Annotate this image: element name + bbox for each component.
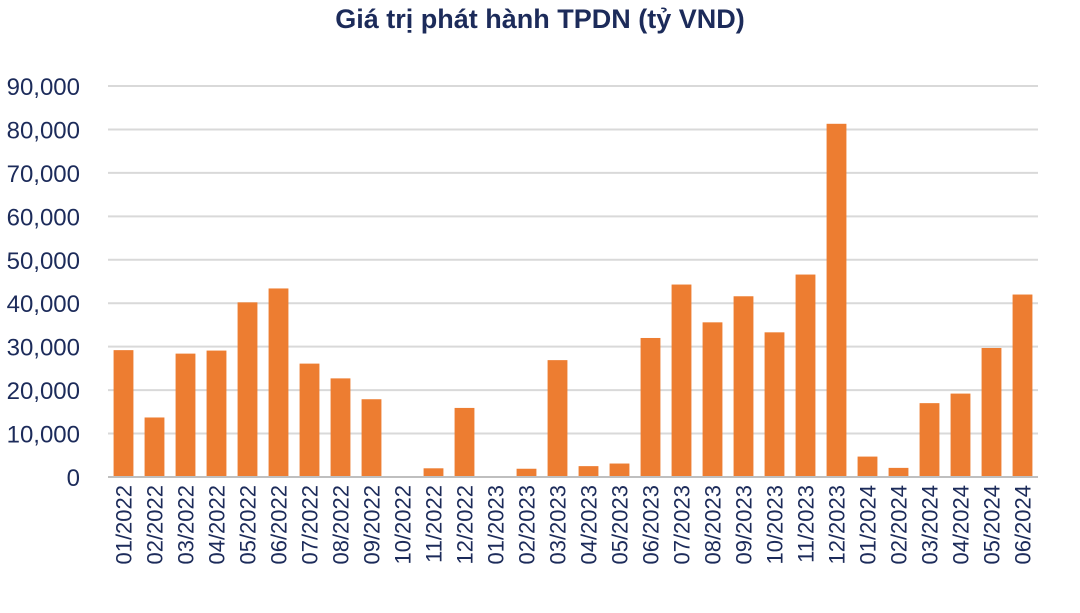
x-tick-label: 05/2024: [980, 485, 1005, 565]
x-tick-label: 07/2023: [670, 485, 695, 565]
bar: [857, 456, 878, 477]
x-tick-label: 01/2023: [484, 485, 509, 565]
x-tick-label: 11/2022: [422, 485, 447, 563]
y-tick-label: 80,000: [7, 117, 80, 144]
chart-title: Giá trị phát hành TPDN (tỷ VND): [335, 4, 745, 34]
bar: [578, 466, 599, 477]
x-tick-label: 09/2023: [732, 485, 757, 565]
y-tick-label: 60,000: [7, 204, 80, 231]
y-tick-label: 20,000: [7, 378, 80, 405]
x-tick-label: 01/2022: [112, 485, 137, 565]
x-tick-label: 06/2024: [1011, 485, 1036, 565]
bar: [423, 468, 444, 477]
y-tick-label: 70,000: [7, 161, 80, 188]
x-axis-tick-labels: 01/2022 02/2022 03/2022 04/2022 05/2022 06/20…: [112, 485, 1036, 565]
x-tick-label: 03/2024: [918, 485, 943, 565]
x-tick-label: 02/2024: [887, 485, 912, 565]
x-tick-label: 07/2022: [298, 485, 323, 565]
x-tick-label: 02/2023: [515, 485, 540, 565]
y-tick-label: 40,000: [7, 291, 80, 318]
bar: [361, 399, 382, 477]
x-tick-label: 01/2024: [856, 485, 881, 565]
bar: [764, 332, 785, 477]
bar: [671, 284, 692, 477]
bar: [795, 274, 816, 477]
x-tick-label: 09/2022: [360, 485, 385, 565]
x-tick-label: 04/2024: [949, 485, 974, 565]
bar: [702, 322, 723, 477]
y-tick-label: 90,000: [7, 74, 80, 101]
bar: [330, 378, 351, 477]
bar: [206, 350, 227, 477]
x-tick-label: 12/2022: [453, 485, 478, 565]
x-tick-label: 03/2022: [174, 485, 199, 565]
x-tick-label: 02/2022: [143, 485, 168, 565]
bar: [547, 360, 568, 477]
x-tick-label: 12/2023: [825, 485, 850, 565]
x-tick-label: 06/2022: [267, 485, 292, 565]
y-tick-label: 10,000: [7, 422, 80, 449]
y-tick-label: 50,000: [7, 248, 80, 275]
bar: [175, 353, 196, 477]
bar: [299, 363, 320, 477]
bar: [826, 123, 847, 478]
bar: [454, 407, 475, 477]
bars: [113, 123, 1033, 478]
x-tick-label: 10/2023: [763, 485, 788, 565]
bar: [888, 467, 909, 477]
bar: [919, 403, 940, 477]
x-tick-label: 08/2023: [701, 485, 726, 565]
bar: [237, 302, 258, 477]
x-tick-label: 10/2022: [391, 485, 416, 565]
bar: [268, 288, 289, 477]
y-tick-label: 0: [67, 465, 80, 492]
x-tick-label: 04/2023: [577, 485, 602, 565]
bar: [950, 393, 971, 477]
bar: [144, 417, 165, 477]
gridlines: [108, 85, 1038, 435]
x-tick-label: 04/2022: [205, 485, 230, 565]
x-tick-label: 06/2023: [639, 485, 664, 565]
y-axis-tick-labels: 0 10,000 20,000 30,000 40,000 50,000 60,000 70,…: [7, 74, 80, 492]
bar: [516, 468, 537, 477]
bar: [640, 337, 661, 477]
x-tick-label: 11/2023: [794, 485, 819, 563]
bar: [1012, 294, 1033, 477]
x-tick-label: 03/2023: [546, 485, 571, 565]
bar: [113, 350, 134, 477]
bar: [733, 296, 754, 477]
bar: [609, 463, 630, 477]
x-tick-label: 05/2022: [236, 485, 261, 565]
y-tick-label: 30,000: [7, 335, 80, 362]
bar: [981, 347, 1002, 477]
x-tick-label: 05/2023: [608, 485, 633, 565]
x-tick-label: 08/2022: [329, 485, 354, 565]
